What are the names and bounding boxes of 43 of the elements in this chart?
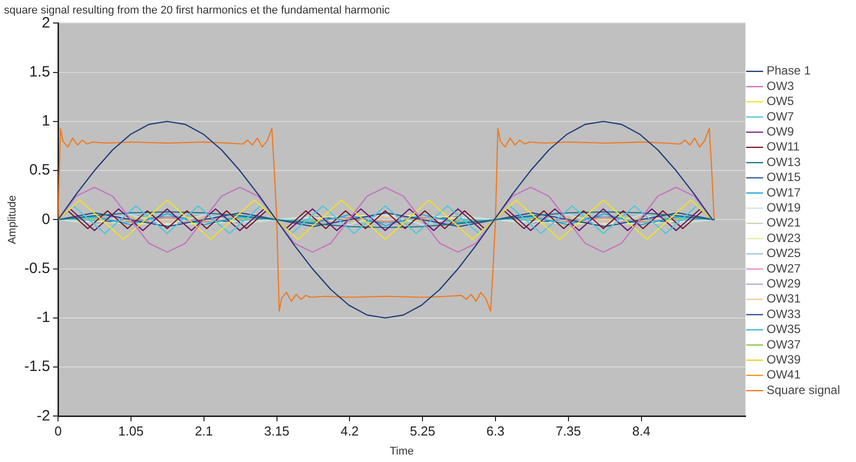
x-tick-label: 5.25 bbox=[410, 424, 436, 439]
legend-label: OW31 bbox=[766, 292, 801, 306]
legend-label: OW35 bbox=[766, 322, 801, 336]
legend-label: OW5 bbox=[766, 94, 794, 108]
x-tick-label: 1.05 bbox=[118, 424, 144, 439]
legend-label: OW33 bbox=[766, 306, 801, 321]
legend-label: OW21 bbox=[766, 216, 801, 230]
y-axis-title: Amplitude bbox=[6, 195, 19, 244]
legend-label: OW13 bbox=[766, 154, 801, 169]
x-tick-label: 3.15 bbox=[264, 424, 290, 439]
legend-label: OW9 bbox=[766, 124, 794, 139]
legend-label: Square signal bbox=[766, 382, 840, 397]
x-tick-label: 0 bbox=[54, 424, 62, 439]
y-tick-label: 0 bbox=[42, 210, 50, 228]
legend-label: OW11 bbox=[766, 140, 800, 154]
legend-label: OW19 bbox=[766, 200, 801, 215]
x-tick-label: 2.1 bbox=[194, 424, 213, 439]
legend-label: OW17 bbox=[766, 185, 801, 200]
legend-label: OW25 bbox=[766, 246, 801, 260]
legend-label: OW27 bbox=[766, 261, 801, 276]
x-tick-label: 7.35 bbox=[556, 424, 582, 439]
x-tick-label: 6.3 bbox=[486, 424, 505, 439]
x-tick-label: 4.2 bbox=[340, 424, 359, 439]
legend-label: OW3 bbox=[766, 78, 794, 93]
y-tick-label: 0.5 bbox=[29, 162, 50, 179]
legend-label: Phase 1 bbox=[766, 64, 811, 78]
legend-label: OW7 bbox=[766, 109, 794, 124]
y-tick-label: -1 bbox=[36, 309, 50, 326]
legend-label: OW41 bbox=[766, 368, 801, 382]
legend-label: OW39 bbox=[766, 352, 801, 367]
y-tick-label: -0.5 bbox=[24, 260, 50, 277]
legend-label: OW37 bbox=[766, 337, 801, 352]
y-tick-label: 1.5 bbox=[29, 63, 50, 80]
y-tick-label: -2 bbox=[36, 407, 50, 424]
legend-label: OW15 bbox=[766, 170, 801, 184]
legend-label: OW29 bbox=[766, 276, 801, 291]
legend-label: OW23 bbox=[766, 230, 801, 245]
y-tick-label: 1 bbox=[42, 112, 50, 130]
chart-title: square signal resulting from the 20 first harmonics et the fundamental harmonic bbox=[4, 4, 390, 17]
y-tick-label: -1.5 bbox=[24, 358, 50, 376]
y-tick-label: 2 bbox=[42, 14, 50, 32]
x-tick-label: 8.4 bbox=[632, 424, 650, 439]
x-axis-title: Time bbox=[390, 445, 414, 458]
